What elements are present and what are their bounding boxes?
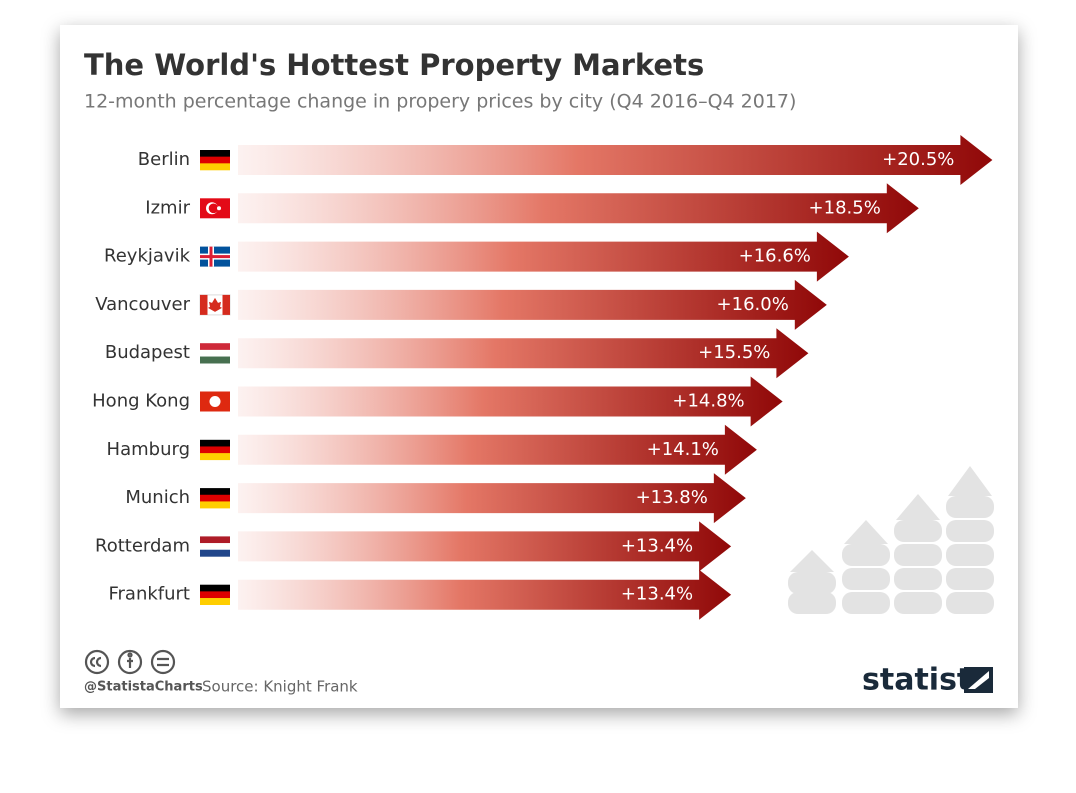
flag-stripe <box>200 549 230 557</box>
flag <box>200 198 230 219</box>
flag <box>199 294 231 316</box>
flag-stripe <box>200 446 230 454</box>
flag-mark <box>200 255 230 259</box>
source: Source: Knight Frank <box>202 678 358 696</box>
value-label: +14.1% <box>647 439 719 460</box>
chart-subtitle: 12-month percentage change in propery pr… <box>84 91 796 113</box>
brand-icon <box>964 667 993 693</box>
flag <box>200 343 230 364</box>
flag <box>200 391 230 412</box>
value-label: +16.6% <box>739 246 811 267</box>
flag-stripe <box>200 453 230 461</box>
bar <box>238 135 993 185</box>
value-label: +13.4% <box>621 535 693 556</box>
flag-stripe <box>200 156 230 164</box>
bar <box>238 183 919 234</box>
flag-stripe <box>200 163 230 171</box>
category-label: Reykjavik <box>104 246 191 267</box>
category-label: Berlin <box>138 149 190 170</box>
flag <box>200 488 230 509</box>
value-label: +20.5% <box>882 149 954 170</box>
category-label: Hong Kong <box>92 391 190 412</box>
bar <box>238 376 783 427</box>
flag-stripe <box>200 150 230 157</box>
bar <box>238 473 746 524</box>
bar <box>238 521 732 572</box>
flag <box>200 536 230 557</box>
flag <box>200 439 230 461</box>
flag-mark <box>209 396 221 407</box>
category-label: Budapest <box>105 342 190 363</box>
chart-title: The World's Hottest Property Markets <box>84 48 704 82</box>
flag-mark <box>217 206 221 211</box>
value-label: +13.8% <box>636 487 708 508</box>
flag-stripe <box>200 343 230 351</box>
flag-stripe <box>200 501 230 509</box>
flag-mark <box>208 297 222 312</box>
value-label: +13.4% <box>621 584 693 605</box>
flag <box>200 584 230 605</box>
decoration <box>788 466 994 614</box>
flag-stripe <box>200 349 230 357</box>
category-label: Hamburg <box>107 439 190 460</box>
license-icons <box>84 649 176 675</box>
credit: @StatistaCharts <box>84 680 203 695</box>
flag-stripe <box>200 543 230 551</box>
bar <box>238 328 809 379</box>
category-label: Munich <box>125 487 190 508</box>
bar <box>238 424 757 475</box>
bar <box>238 231 849 282</box>
bar <box>238 569 732 620</box>
flag-stripe <box>200 439 230 447</box>
category-label: Frankfurt <box>108 584 190 605</box>
flag-mark <box>200 294 208 315</box>
category-label: Rotterdam <box>95 535 190 556</box>
value-label: +18.5% <box>809 197 881 218</box>
bar <box>238 279 827 330</box>
flag-stripe <box>200 536 230 544</box>
flag-stripe <box>200 356 230 364</box>
flag <box>200 150 230 171</box>
flag-mark <box>208 203 219 214</box>
flag-stripe <box>200 488 230 496</box>
value-label: +15.5% <box>698 342 770 363</box>
flag-stripe <box>200 598 230 605</box>
category-label: Izmir <box>145 197 190 218</box>
value-label: +14.8% <box>672 391 744 412</box>
category-label: Vancouver <box>95 294 190 315</box>
flag-stripe <box>200 591 230 599</box>
flag-stripe <box>200 494 230 502</box>
flag <box>200 246 230 267</box>
flag-stripe <box>200 584 230 592</box>
flag-mark <box>222 294 230 315</box>
value-label: +16.0% <box>717 294 789 315</box>
